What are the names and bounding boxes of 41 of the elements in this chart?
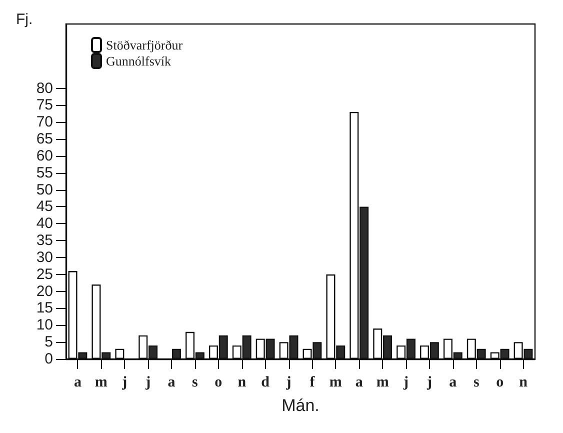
y-tick-label: 50 [36,181,53,198]
x-tick-label: j [121,374,128,390]
y-tick-label: 55 [36,164,53,182]
x-tick-label: n [238,374,247,390]
x-tick-label: a [168,374,176,390]
x-tick-label: s [192,374,198,390]
y-tick-label: 40 [36,215,53,232]
x-tick-label: j [144,374,151,390]
y-tick-label: 80 [36,80,53,97]
y-tick-label: 65 [36,130,53,148]
y-tick-label: 5 [44,334,53,351]
y-tick-label: 45 [36,198,53,216]
x-tick-label: a [449,374,458,390]
legend-label: Stöðvarfjörður [106,38,184,52]
x-axis-title: Mán. [282,396,320,415]
y-tick-label: 25 [36,266,53,283]
y-tick-label: 0 [44,350,53,368]
legend-label: Gunnólfsvík [106,54,172,68]
x-tick-label: d [261,374,270,390]
x-tick-label: j [285,374,292,390]
x-tick-label: m [376,374,390,390]
x-tick-label: o [214,374,222,390]
y-tick-label: 35 [36,232,53,250]
y-tick-label: 15 [36,300,53,317]
x-tick-label: j [426,374,432,390]
x-tick-label: n [519,374,528,390]
y-tick-label: 70 [36,114,53,131]
x-tick-label: a [355,374,364,390]
x-tick-label: m [94,374,108,390]
x-tick-label: j [402,374,409,390]
y-axis-title: Fj. [16,11,33,28]
y-tick-label: 30 [36,248,53,266]
x-tick-label: f [310,374,316,390]
y-tick-label: 20 [36,282,53,300]
x-tick-label: a [74,374,82,390]
y-tick-label: 75 [36,96,53,114]
x-tick-label: o [496,374,504,390]
y-tick-label: 60 [36,147,53,164]
x-tick-label: m [329,374,342,390]
x-tick-label: s [473,374,480,390]
y-tick-label: 10 [36,316,53,334]
